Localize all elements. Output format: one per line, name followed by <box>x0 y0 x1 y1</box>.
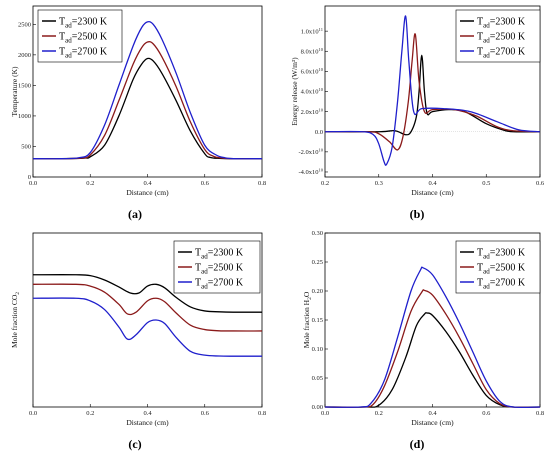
legend-entry: Tad=2300 K <box>195 248 244 261</box>
y-tick-label: 0.15 <box>312 317 323 324</box>
panel-label: (b) <box>410 207 425 221</box>
series-line-1 <box>32 274 263 313</box>
x-tick-label: 0.4 <box>143 180 152 187</box>
series-line-3 <box>324 15 541 166</box>
series-line-3 <box>32 20 263 160</box>
series-line-2 <box>32 283 263 332</box>
y-tick-label: -4.0x1010 <box>298 168 323 177</box>
y-tick-label: 2.0x1010 <box>301 107 324 116</box>
y-tick-label: 2500 <box>18 22 31 29</box>
x-axis-label: Distance (cm) <box>126 418 169 427</box>
legend-entry: Tad=2300 K <box>59 17 108 30</box>
x-tick-label: 0.8 <box>258 410 266 417</box>
legend-entry: Tad=2300 K <box>477 17 526 30</box>
y-tick-label: 1000 <box>18 113 31 120</box>
x-tick-label: 0.0 <box>29 180 37 187</box>
x-tick-label: 0.0 <box>29 410 37 417</box>
x-tick-label: 0.6 <box>482 410 491 417</box>
y-tick-label: -2.0x1010 <box>298 148 323 157</box>
y-tick-label: 0.05 <box>312 375 323 382</box>
legend-entry: Tad=2700 K <box>477 47 526 60</box>
chart-panel-1: 0.0 0.2 0.4 0.6 0.8 0 500 1000 1500 2000 2500 Dista… <box>10 5 266 221</box>
legend-entry: Tad=2500 K <box>477 263 526 276</box>
y-tick-label: 1.0x1011 <box>301 27 323 36</box>
series-line-2 <box>324 289 541 408</box>
y-axis-label: Energy release (W/m³) <box>290 57 299 126</box>
y-tick-label: 500 <box>21 144 31 151</box>
series-line-1 <box>32 57 263 160</box>
x-tick-label: 0.2 <box>375 410 383 417</box>
legend-entry: Tad=2500 K <box>59 32 108 45</box>
x-tick-label: 0.4 <box>428 410 437 417</box>
legend-entry: Tad=2700 K <box>59 47 108 60</box>
y-tick-label: 0.00 <box>312 404 323 411</box>
y-axis-label: Mole fraction H2O <box>302 291 313 348</box>
y-tick-label: 0.30 <box>312 230 323 237</box>
panel-label: (c) <box>128 437 141 451</box>
y-tick-label: 1500 <box>18 83 31 90</box>
x-axis-label: Distance (cm) <box>126 188 169 197</box>
y-tick-label: 0.20 <box>312 288 323 295</box>
x-tick-label: 0.0 <box>321 410 329 417</box>
x-tick-label: 0.5 <box>482 180 490 187</box>
x-axis-label: Distance (cm) <box>411 418 454 427</box>
x-tick-label: 0.4 <box>143 410 152 417</box>
y-tick-label: 6.0x1010 <box>301 67 324 76</box>
y-axis-label: Temperature (K) <box>10 66 19 117</box>
series-line-1 <box>324 312 541 408</box>
y-tick-label: 0 <box>28 174 31 181</box>
legend-entry: Tad=2500 K <box>477 32 526 45</box>
x-tick-label: 0.2 <box>86 180 94 187</box>
x-tick-label: 0.8 <box>536 410 544 417</box>
panel-label: (a) <box>128 207 142 221</box>
y-tick-label: 2000 <box>18 52 31 59</box>
series-line-2 <box>324 33 541 151</box>
x-tick-label: 0.6 <box>536 180 545 187</box>
legend-entry: Tad=2700 K <box>477 278 526 291</box>
x-tick-label: 0.6 <box>201 180 210 187</box>
x-tick-label: 0.3 <box>375 180 383 187</box>
y-axis-label: Mole fraction CO2 <box>10 292 21 348</box>
x-tick-label: 0.6 <box>201 410 210 417</box>
y-tick-label: 8.0x1010 <box>301 47 324 56</box>
series-line-3 <box>324 266 541 409</box>
x-tick-label: 0.2 <box>86 410 94 417</box>
legend-entry: Tad=2700 K <box>195 278 244 291</box>
y-tick-label: 0.0 <box>315 129 323 136</box>
chart-panel-3: 0.0 0.2 0.4 0.6 0.8 Distance (cm) Mole fractio… <box>10 232 266 451</box>
x-tick-label: 0.8 <box>258 180 266 187</box>
chart-panel-4: 0.0 0.2 0.4 0.6 0.8 0.00 0.05 0.10 0.15 0.20 0.25 0… <box>302 230 544 451</box>
chart-panel-2: 0.2 0.3 0.4 0.5 0.6 -4.0x1010 -2.0x1010 0.0 2.0x… <box>290 5 545 221</box>
series-line-2 <box>32 41 263 160</box>
y-tick-label: 4.0x1010 <box>301 87 324 96</box>
y-tick-label: 0.25 <box>312 259 323 266</box>
legend-entry: Tad=2500 K <box>195 263 244 276</box>
series-line-3 <box>32 297 263 357</box>
series-line-1 <box>324 54 541 136</box>
x-tick-label: 0.2 <box>321 180 329 187</box>
x-tick-label: 0.4 <box>428 180 437 187</box>
legend-entry: Tad=2300 K <box>477 248 526 261</box>
y-tick-label: 0.10 <box>312 346 323 353</box>
x-axis-label: Distance (cm) <box>411 188 454 197</box>
panel-label: (d) <box>410 437 425 451</box>
